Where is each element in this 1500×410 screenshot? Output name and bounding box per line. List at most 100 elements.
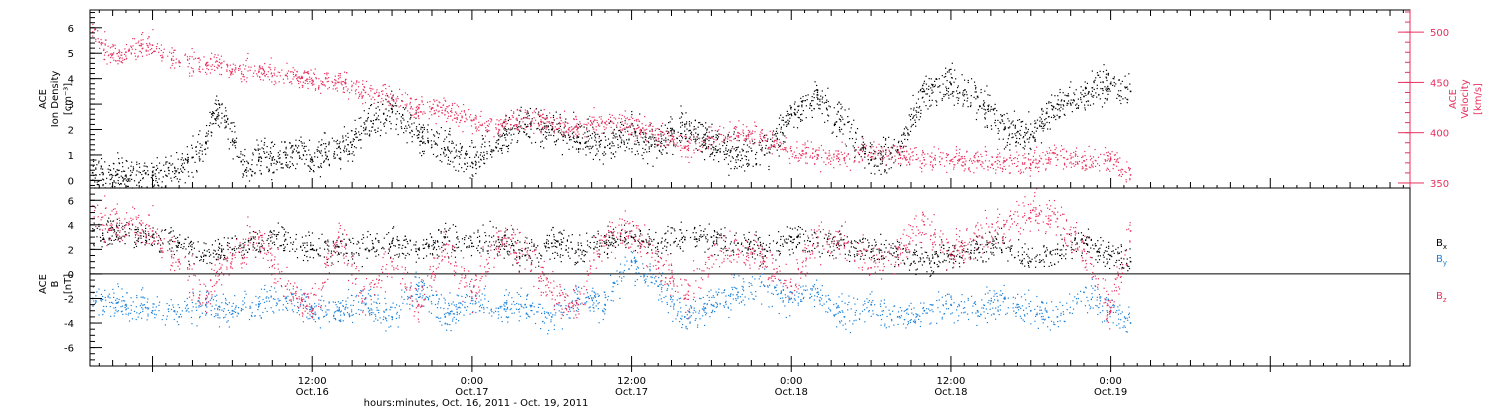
velocity-sample xyxy=(99,47,101,49)
density-sample xyxy=(1080,92,1082,94)
density-sample xyxy=(461,167,463,169)
density-sample xyxy=(529,107,531,110)
velocity-sample xyxy=(989,166,991,169)
velocity-sample xyxy=(409,103,411,105)
velocity-sample xyxy=(635,128,637,130)
density-sample xyxy=(420,140,422,142)
density-sample xyxy=(833,107,835,109)
density-sample xyxy=(365,128,367,130)
velocity-sample xyxy=(117,59,119,62)
velocity-sample xyxy=(1008,172,1011,174)
density-sample xyxy=(729,150,732,152)
velocity-sample xyxy=(1124,170,1126,173)
density-sample xyxy=(447,146,449,148)
density-sample xyxy=(486,152,488,155)
velocity-sample xyxy=(430,108,433,111)
density-sample xyxy=(449,134,451,136)
density-sample xyxy=(99,174,101,176)
density-sample xyxy=(275,163,277,165)
velocity-sample xyxy=(311,84,314,86)
velocity-sample xyxy=(487,130,489,132)
velocity-sample xyxy=(270,57,272,59)
density-sample xyxy=(1028,138,1030,140)
density-sample xyxy=(632,125,634,127)
density-sample xyxy=(1077,107,1079,109)
density-sample xyxy=(623,143,625,145)
density-sample xyxy=(520,106,522,108)
velocity-sample xyxy=(388,85,390,87)
density-sample xyxy=(409,118,411,120)
density-sample xyxy=(198,152,200,154)
density-sample xyxy=(274,143,276,146)
density-sample xyxy=(444,148,446,150)
density-sample xyxy=(527,125,529,127)
density-sample xyxy=(251,170,253,173)
velocity-sample xyxy=(963,161,965,163)
density-sample xyxy=(635,135,637,137)
density-sample xyxy=(469,177,471,179)
velocity-sample xyxy=(304,71,306,73)
density-sample xyxy=(480,152,482,154)
velocity-sample xyxy=(534,111,536,114)
density-sample xyxy=(979,106,981,108)
velocity-sample xyxy=(1055,147,1057,149)
density-sample xyxy=(328,141,330,143)
velocity-sample xyxy=(954,156,956,158)
velocity-sample xyxy=(582,133,584,135)
velocity-sample xyxy=(413,116,415,118)
density-sample xyxy=(132,168,135,170)
velocity-sample xyxy=(1038,162,1040,164)
velocity-sample xyxy=(419,111,422,113)
density-sample xyxy=(816,103,818,105)
density-sample xyxy=(951,62,953,64)
density-sample xyxy=(907,132,909,135)
density-sample xyxy=(240,160,242,162)
velocity-sample xyxy=(292,67,294,69)
density-sample xyxy=(1093,88,1095,91)
density-sample xyxy=(595,141,598,143)
density-sample xyxy=(380,121,382,123)
density-sample xyxy=(650,138,652,140)
density-sample xyxy=(833,123,836,126)
velocity-sample xyxy=(456,117,458,119)
velocity-sample xyxy=(541,126,544,129)
velocity-sample xyxy=(1094,159,1096,161)
density-sample xyxy=(816,96,818,98)
density-sample xyxy=(269,151,271,153)
density-sample xyxy=(862,149,865,151)
velocity-sample xyxy=(505,115,507,118)
bx-sample xyxy=(373,247,375,249)
density-sample xyxy=(125,176,128,178)
density-sample xyxy=(764,147,767,149)
velocity-sample xyxy=(667,144,669,146)
bx-sample xyxy=(730,241,732,243)
velocity-sample xyxy=(984,160,987,162)
density-sample xyxy=(700,123,702,126)
density-sample xyxy=(705,147,708,149)
velocity-sample xyxy=(451,103,454,105)
density-sample xyxy=(129,180,131,182)
density-sample xyxy=(573,141,575,143)
velocity-sample xyxy=(563,133,565,135)
density-sample xyxy=(277,155,279,157)
density-sample xyxy=(264,137,266,139)
bx-sample xyxy=(271,236,273,238)
density-sample xyxy=(1104,97,1106,100)
bx-sample xyxy=(1074,239,1076,241)
density-sample xyxy=(1100,88,1102,90)
density-sample xyxy=(556,139,558,142)
density-sample xyxy=(129,174,131,177)
density-sample xyxy=(871,144,873,146)
velocity-sample xyxy=(846,155,848,157)
density-sample xyxy=(153,166,155,168)
density-sample xyxy=(409,126,411,128)
velocity-sample xyxy=(872,156,874,158)
density-sample xyxy=(572,131,574,133)
density-sample xyxy=(1061,99,1063,101)
density-sample xyxy=(663,139,665,141)
velocity-sample xyxy=(934,163,937,166)
bx-sample xyxy=(145,242,147,244)
density-sample xyxy=(780,126,782,128)
density-sample xyxy=(1071,111,1073,113)
density-sample xyxy=(798,105,800,107)
